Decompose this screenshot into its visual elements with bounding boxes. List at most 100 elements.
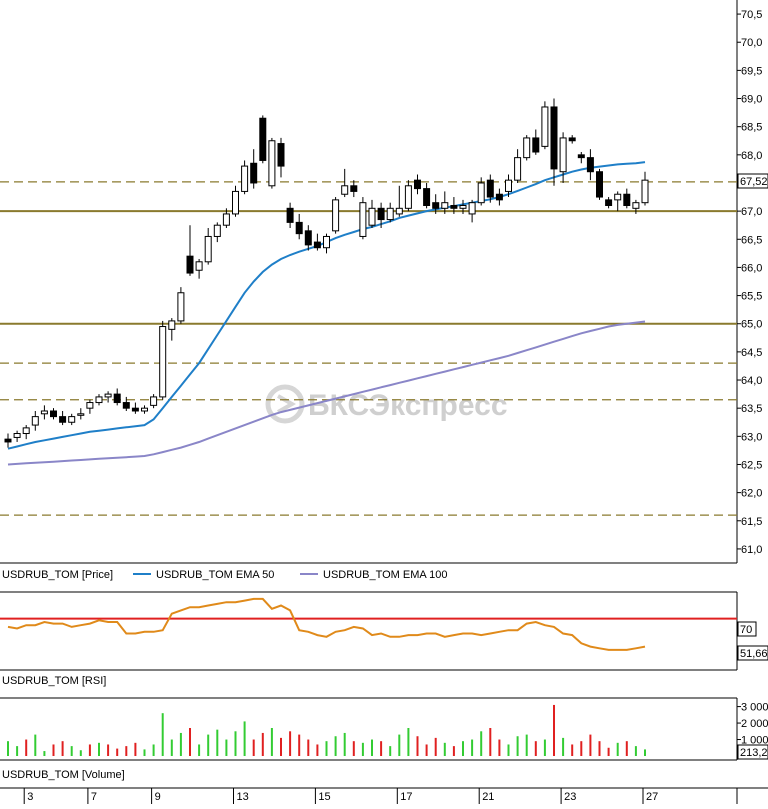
candle-body-65 bbox=[596, 171, 603, 198]
candle-body-26 bbox=[241, 165, 249, 192]
candle-13 bbox=[122, 396, 130, 411]
candle-44 bbox=[404, 180, 412, 212]
candle-61 bbox=[559, 132, 567, 183]
volume-tick-label-1: 2 000 bbox=[741, 718, 768, 730]
candle-body-6 bbox=[59, 416, 67, 423]
rsi-series bbox=[0, 597, 737, 651]
candle-body-36 bbox=[332, 199, 340, 232]
candle-8 bbox=[77, 408, 85, 420]
candle-body-23 bbox=[213, 224, 221, 237]
time-tick-label-8: 27 bbox=[646, 791, 658, 803]
candle-body-14 bbox=[131, 407, 139, 412]
candle-body-50 bbox=[459, 204, 467, 209]
candle-body-7 bbox=[68, 416, 76, 423]
volume-last-box: 213,2 bbox=[737, 744, 768, 760]
candle-14 bbox=[131, 402, 139, 414]
candle-body-29 bbox=[268, 140, 276, 187]
candle-7 bbox=[68, 413, 76, 426]
candle-59 bbox=[541, 101, 549, 150]
candle-30 bbox=[277, 137, 285, 178]
candle-31 bbox=[286, 202, 294, 229]
rsi-last-box: 51,66 bbox=[737, 645, 768, 661]
watermark-text: БКСЭкспресс bbox=[308, 389, 508, 422]
candle-body-24 bbox=[222, 213, 230, 226]
price-tick-label-3: 69,0 bbox=[741, 94, 762, 106]
legend-ema50: USDRUB_TOM EMA 50 bbox=[156, 569, 274, 581]
rsi-level-label: 70 bbox=[740, 624, 752, 636]
candle-body-62 bbox=[568, 137, 576, 142]
candle-4 bbox=[40, 405, 48, 420]
candle-32 bbox=[295, 213, 303, 240]
legend-rsi: USDRUB_TOM [RSI] bbox=[2, 675, 106, 687]
candle-body-64 bbox=[586, 157, 594, 173]
candle-56 bbox=[514, 149, 522, 183]
candle-41 bbox=[377, 202, 385, 229]
candle-24 bbox=[222, 208, 230, 229]
candle-28 bbox=[259, 115, 267, 164]
volume-series bbox=[7, 704, 646, 756]
volume-tick-label-0: 3 000 bbox=[741, 702, 768, 714]
candle-27 bbox=[250, 149, 258, 189]
legend-volume: USDRUB_TOM [Volume] bbox=[2, 769, 125, 781]
candle-body-45 bbox=[414, 179, 421, 190]
candle-body-9 bbox=[86, 402, 94, 409]
candle-23 bbox=[213, 222, 221, 243]
candle-body-13 bbox=[122, 402, 130, 409]
time-tick-label-2: 9 bbox=[155, 791, 161, 803]
candle-49 bbox=[450, 197, 458, 214]
candle-37 bbox=[341, 168, 349, 198]
candle-50 bbox=[459, 199, 467, 214]
candle-21 bbox=[195, 258, 203, 279]
candle-69 bbox=[632, 199, 640, 214]
candle-body-21 bbox=[195, 261, 203, 271]
candle-43 bbox=[395, 185, 403, 217]
candle-body-69 bbox=[632, 202, 640, 209]
candle-64 bbox=[586, 149, 594, 181]
price-tick-label-16: 62,5 bbox=[741, 459, 762, 471]
last-price-box: 67,52 bbox=[737, 173, 768, 189]
time-tick-label-1: 7 bbox=[91, 791, 97, 803]
candle-10 bbox=[95, 394, 103, 406]
candle-40 bbox=[368, 199, 376, 229]
candle-body-63 bbox=[577, 154, 585, 159]
candle-0 bbox=[4, 433, 12, 448]
candle-body-60 bbox=[550, 106, 558, 170]
candle-15 bbox=[141, 405, 148, 414]
candle-body-41 bbox=[377, 207, 385, 221]
candle-body-42 bbox=[386, 207, 394, 221]
price-axis: 70,570,069,569,068,568,067,567,066,566,0… bbox=[737, 9, 762, 556]
candle-body-2 bbox=[22, 427, 30, 435]
candle-9 bbox=[86, 399, 94, 414]
candle-body-49 bbox=[450, 204, 458, 209]
candle-body-68 bbox=[623, 193, 631, 206]
candle-18 bbox=[168, 318, 176, 341]
volume-last-label: 213,2 bbox=[740, 747, 768, 759]
candle-body-37 bbox=[341, 185, 349, 195]
price-tick-label-17: 62,0 bbox=[741, 488, 762, 500]
candle-body-22 bbox=[204, 235, 212, 263]
candle-5 bbox=[50, 408, 57, 420]
candle-body-39 bbox=[359, 202, 367, 237]
candle-body-11 bbox=[104, 393, 112, 398]
volume-tick-label-2: 1 000 bbox=[741, 735, 768, 747]
candle-body-54 bbox=[495, 193, 503, 201]
price-tick-label-9: 66,0 bbox=[741, 262, 762, 274]
watermark: БКСЭкспресс bbox=[265, 384, 508, 424]
price-tick-label-0: 70,5 bbox=[741, 9, 762, 21]
candle-body-25 bbox=[232, 190, 239, 215]
legend-ema100: USDRUB_TOM EMA 100 bbox=[323, 569, 448, 581]
legend-price: USDRUB_TOM [Price] bbox=[2, 569, 113, 581]
candle-body-53 bbox=[486, 179, 494, 198]
price-tick-label-8: 66,5 bbox=[741, 234, 762, 246]
price-tick-label-15: 63,0 bbox=[741, 431, 762, 443]
time-tick-label-3: 13 bbox=[237, 791, 249, 803]
candle-body-33 bbox=[304, 230, 312, 246]
candle-body-31 bbox=[286, 207, 294, 223]
candle-body-61 bbox=[559, 137, 567, 173]
price-tick-label-13: 64,0 bbox=[741, 375, 762, 387]
rsi-last-label: 51,66 bbox=[740, 648, 768, 660]
candle-body-20 bbox=[186, 255, 194, 274]
time-tick-label-0: 3 bbox=[27, 791, 33, 803]
candle-3 bbox=[31, 410, 39, 431]
